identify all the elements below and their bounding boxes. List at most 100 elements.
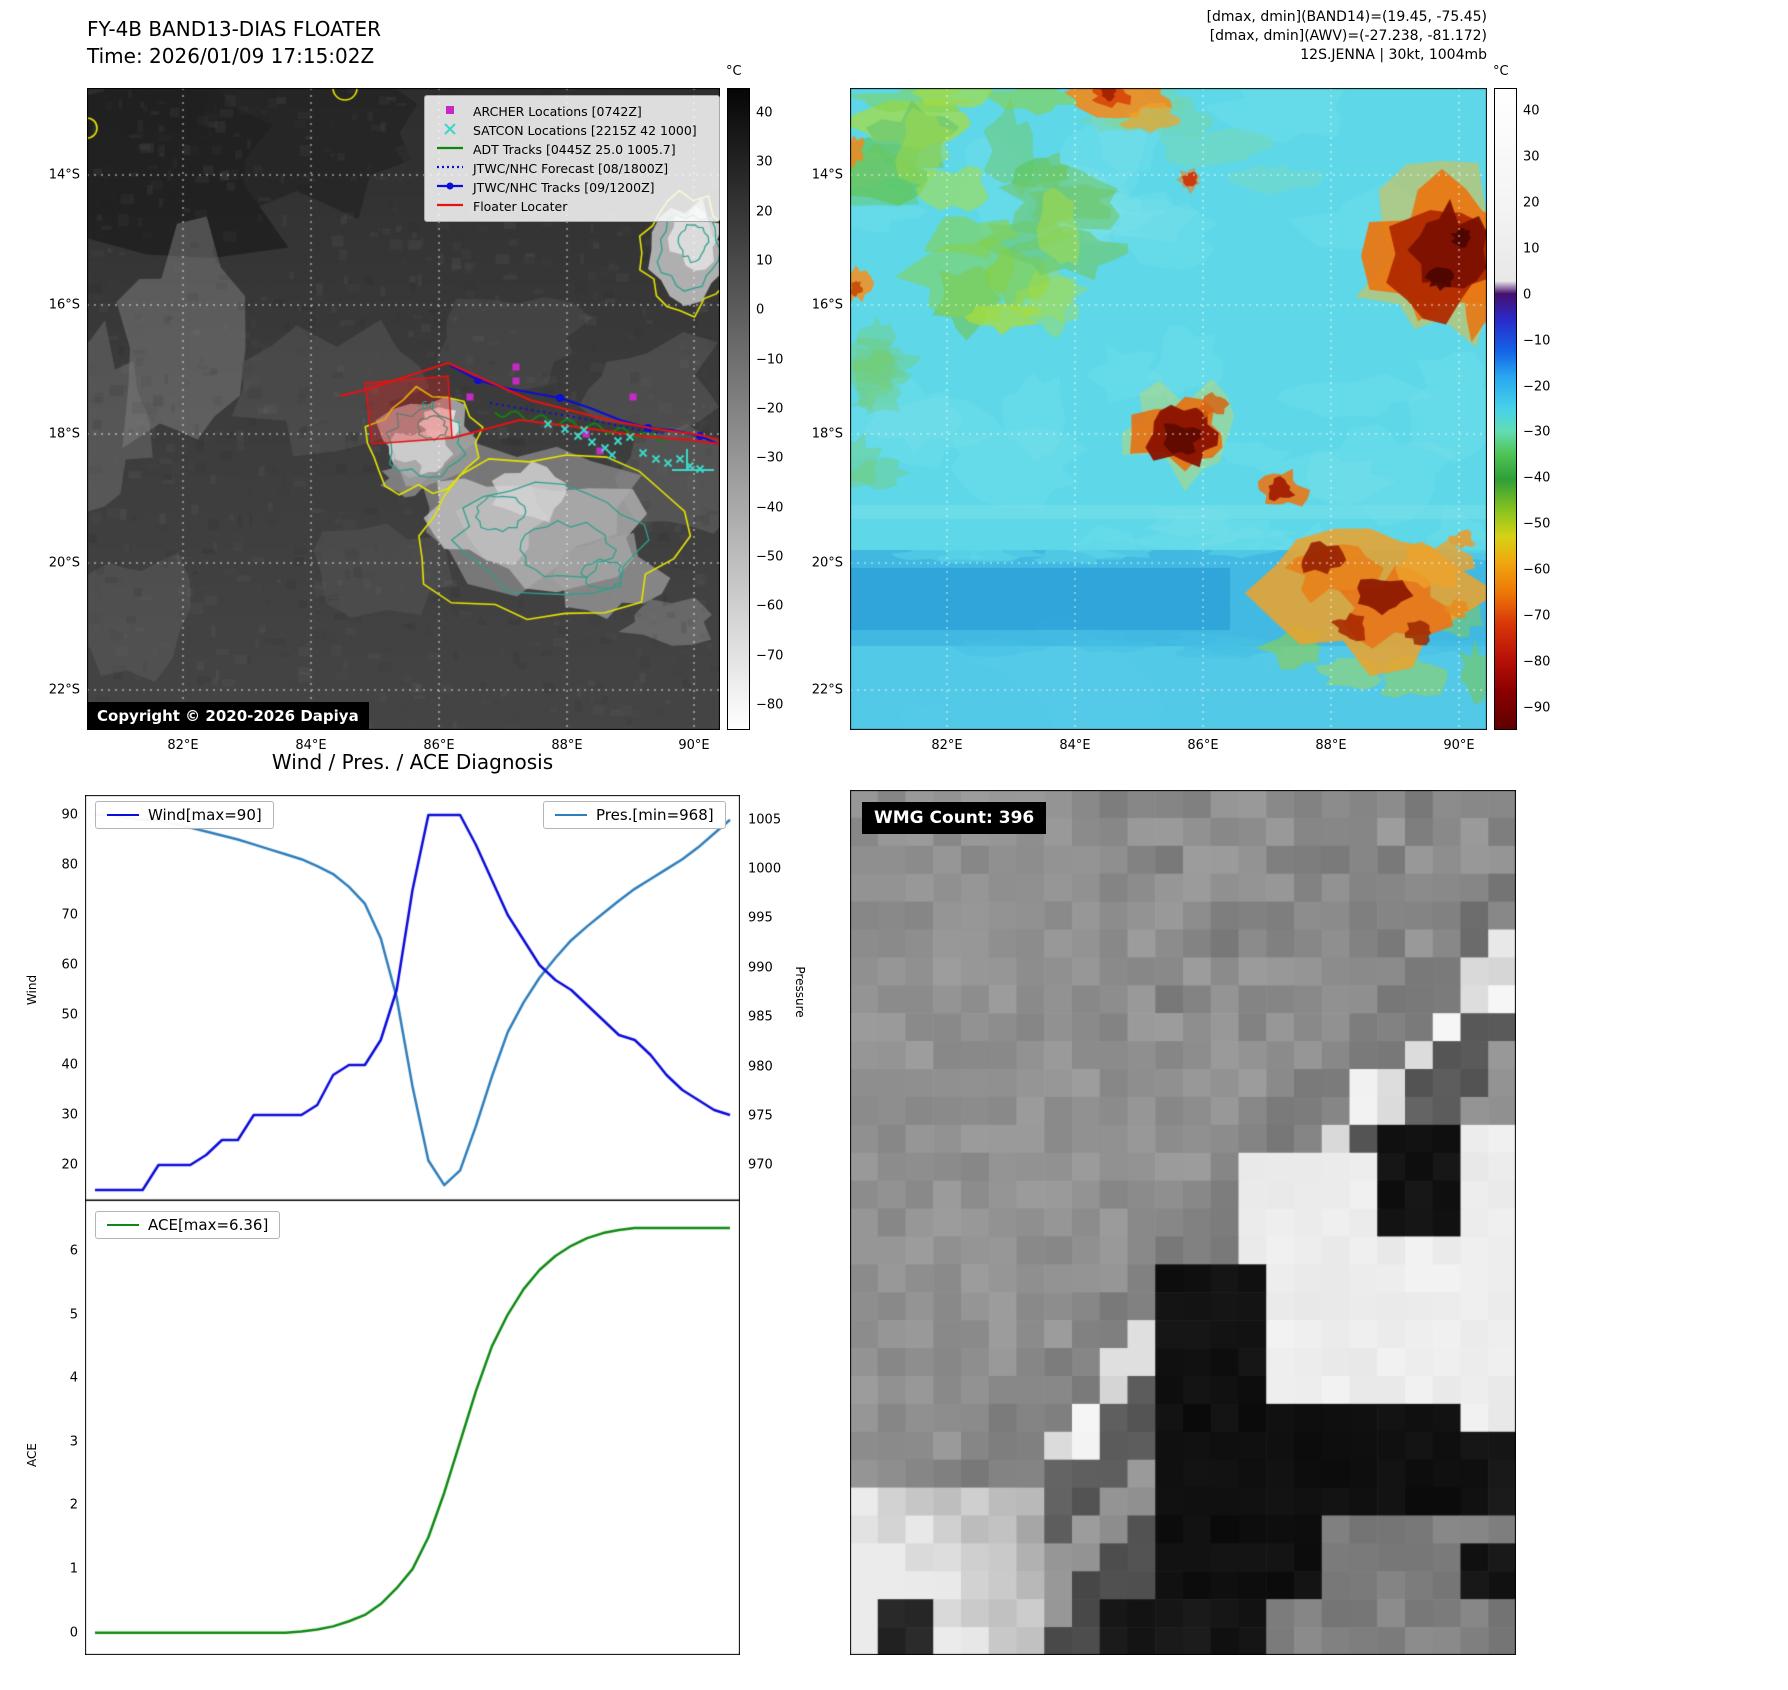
legend-line-dot-icon — [435, 179, 465, 196]
awv-header-line1: [dmax, dmin](BAND14)=(19.45, -75.45) — [1206, 9, 1487, 25]
ace-legend-line — [107, 1224, 139, 1226]
legend-line-icon — [435, 198, 465, 215]
pressure-ytick-label: 1000 — [748, 861, 782, 877]
legend-x-icon — [435, 122, 465, 139]
band13-colorbar — [727, 88, 750, 730]
awv-satellite-map — [850, 88, 1487, 730]
wind-ytick-label: 30 — [61, 1107, 78, 1123]
tr-colorbar-tick: 30 — [1523, 149, 1540, 165]
wind-axis-label: Wind — [25, 974, 39, 1006]
pressure-ytick-label: 980 — [748, 1059, 773, 1075]
awv-colorbar-unit: °C — [1493, 64, 1509, 79]
tr-colorbar-tick: −50 — [1523, 516, 1551, 532]
pressure-ytick-label: 985 — [748, 1009, 773, 1025]
tr-ytick-label: 16°S — [811, 297, 843, 313]
legend-item-label: ADT Tracks [0445Z 25.0 1005.7] — [473, 141, 676, 157]
tr-colorbar-tick: 10 — [1523, 241, 1540, 257]
legend-item-label: JTWC/NHC Tracks [09/1200Z] — [473, 179, 655, 195]
tl-colorbar-tick: −40 — [756, 500, 784, 516]
band13-colorbar-unit: °C — [726, 64, 742, 79]
tl-colorbar-tick: 30 — [756, 154, 773, 170]
legend-item-label: ARCHER Locations [0742Z] — [473, 103, 642, 119]
wind-ytick-label: 20 — [61, 1157, 78, 1173]
ace-ytick-label: 3 — [69, 1434, 78, 1450]
legend-item: ARCHER Locations [0742Z] — [435, 103, 709, 120]
tr-colorbar-tick: −40 — [1523, 470, 1551, 486]
ace-ytick-label: 4 — [69, 1370, 78, 1386]
wind-legend: Wind[max=90] — [95, 801, 274, 829]
legend-item-label: JTWC/NHC Forecast [08/1800Z] — [473, 160, 669, 176]
pres-legend: Pres.[min=968] — [543, 801, 726, 829]
ace-ytick-label: 5 — [69, 1307, 78, 1323]
tl-ytick-label: 22°S — [48, 682, 80, 698]
pressure-axis-label: Pressure — [793, 966, 807, 1018]
legend-square-icon — [435, 103, 465, 120]
legend-item: Floater Locater — [435, 198, 709, 215]
pressure-ytick-label: 1005 — [748, 812, 782, 828]
ace-legend-label: ACE[max=6.36] — [148, 1216, 269, 1234]
tr-colorbar-tick: −80 — [1523, 654, 1551, 670]
legend-item: JTWC/NHC Tracks [09/1200Z] — [435, 179, 709, 196]
legend-line-icon — [435, 141, 465, 158]
tr-ytick-label: 22°S — [811, 682, 843, 698]
legend-dotted-icon — [435, 160, 465, 177]
diagnosis-chart-title: Wind / Pres. / ACE Diagnosis — [271, 750, 554, 774]
tl-ytick-label: 16°S — [48, 297, 80, 313]
ace-ytick-label: 1 — [69, 1561, 78, 1577]
pressure-ytick-label: 975 — [748, 1108, 773, 1124]
tr-colorbar-tick: −90 — [1523, 700, 1551, 716]
wind-ytick-label: 50 — [61, 1007, 78, 1023]
tl-xtick-label: 86°E — [423, 738, 455, 753]
tr-ytick-label: 20°S — [811, 555, 843, 571]
tr-colorbar-tick: −10 — [1523, 333, 1551, 349]
tl-ytick-label: 14°S — [48, 167, 80, 183]
awv-colorbar — [1494, 88, 1517, 730]
copyright-badge: Copyright © 2020-2026 Dapiya — [87, 702, 369, 730]
legend-item-label: Floater Locater — [473, 198, 568, 214]
tr-colorbar-tick: 20 — [1523, 195, 1540, 211]
tl-colorbar-tick: 0 — [756, 302, 765, 318]
band13-panel-title: FY-4B BAND13-DIAS FLOATER Time: 2026/01/… — [87, 16, 381, 70]
tl-colorbar-tick: −30 — [756, 450, 784, 466]
tr-xtick-label: 88°E — [1315, 738, 1347, 753]
ace-legend: ACE[max=6.36] — [95, 1211, 281, 1239]
tl-colorbar-tick: −60 — [756, 598, 784, 614]
pres-legend-label: Pres.[min=968] — [596, 806, 714, 824]
tl-ytick-label: 18°S — [48, 426, 80, 442]
tl-xtick-label: 84°E — [295, 738, 327, 753]
tr-xtick-label: 90°E — [1443, 738, 1475, 753]
awv-header-line2: [dmax, dmin](AWV)=(-27.238, -81.172) — [1209, 28, 1487, 44]
tl-ytick-label: 20°S — [48, 555, 80, 571]
tl-colorbar-tick: −70 — [756, 648, 784, 664]
wind-legend-line — [107, 814, 139, 816]
tl-colorbar-tick: −10 — [756, 352, 784, 368]
wind-ytick-label: 70 — [61, 907, 78, 923]
wmg-count-badge: WMG Count: 396 — [862, 802, 1047, 834]
legend-item: JTWC/NHC Forecast [08/1800Z] — [435, 160, 709, 177]
legend-item: ADT Tracks [0445Z 25.0 1005.7] — [435, 141, 709, 158]
tl-xtick-label: 90°E — [678, 738, 710, 753]
wmg-pixel-map — [850, 790, 1516, 1655]
tl-colorbar-tick: −50 — [756, 549, 784, 565]
pressure-ytick-label: 995 — [748, 910, 773, 926]
tr-colorbar-tick: −30 — [1523, 424, 1551, 440]
tr-xtick-label: 86°E — [1187, 738, 1219, 753]
pres-legend-line — [555, 814, 587, 816]
map-legend: ARCHER Locations [0742Z] SATCON Locations… — [424, 95, 720, 222]
tl-xtick-label: 88°E — [551, 738, 583, 753]
ace-ytick-label: 6 — [69, 1243, 78, 1259]
legend-item: SATCON Locations [2215Z 42 1000] — [435, 122, 709, 139]
legend-item-label: SATCON Locations [2215Z 42 1000] — [473, 122, 697, 138]
awv-header-line3: 12S.JENNA | 30kt, 1004mb — [1300, 47, 1487, 63]
tr-colorbar-tick: −20 — [1523, 379, 1551, 395]
tr-xtick-label: 82°E — [931, 738, 963, 753]
tr-colorbar-tick: −70 — [1523, 608, 1551, 624]
ace-axis-label: ACE — [25, 1443, 39, 1467]
wind-ytick-label: 40 — [61, 1057, 78, 1073]
tl-colorbar-tick: 10 — [756, 253, 773, 269]
pressure-ytick-label: 970 — [748, 1157, 773, 1173]
tl-colorbar-tick: −20 — [756, 401, 784, 417]
tr-ytick-label: 18°S — [811, 426, 843, 442]
tl-xtick-label: 82°E — [167, 738, 199, 753]
